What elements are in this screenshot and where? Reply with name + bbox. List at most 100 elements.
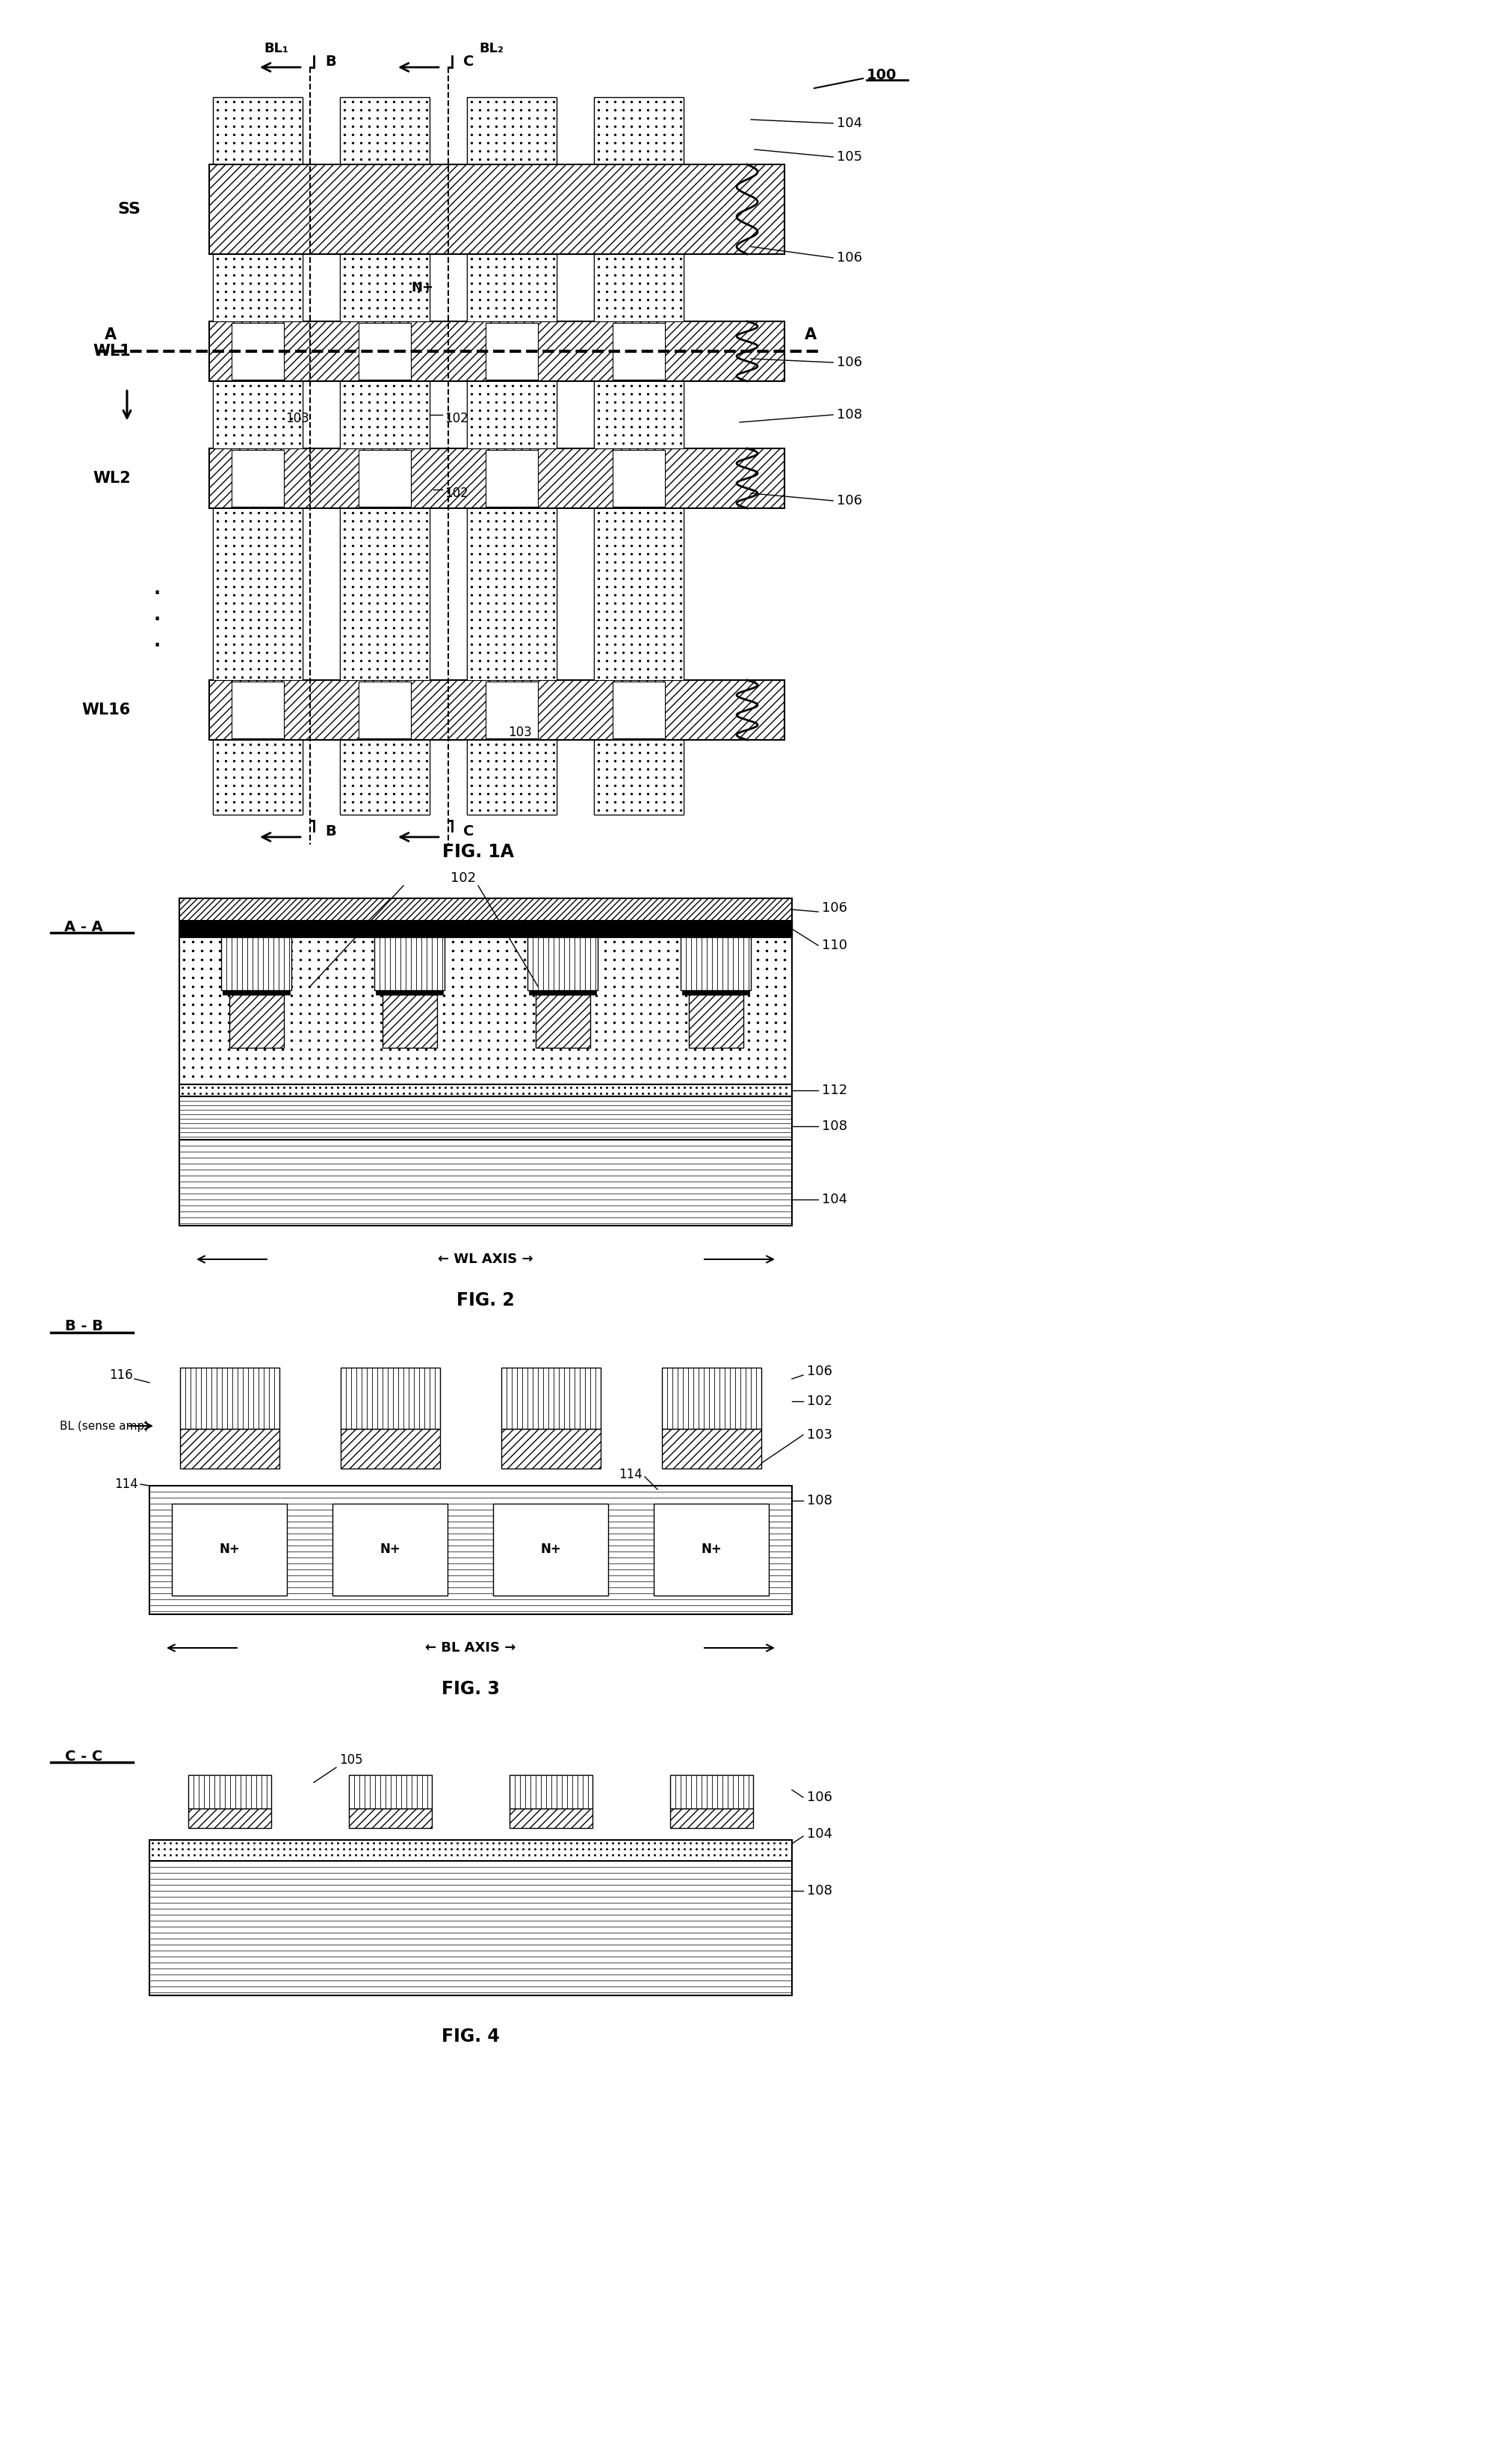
Bar — [188, 1809, 271, 1828]
Text: 104: 104 — [837, 116, 863, 131]
Text: 106: 106 — [807, 1791, 833, 1804]
Bar — [209, 165, 785, 254]
Bar — [501, 1429, 601, 1469]
Bar — [670, 1774, 753, 1809]
Text: 108: 108 — [807, 1493, 833, 1508]
Bar — [209, 680, 785, 739]
Bar — [172, 1503, 287, 1597]
Text: 105: 105 — [837, 150, 863, 163]
Text: 114: 114 — [619, 1469, 643, 1481]
Bar — [662, 1429, 761, 1469]
Bar — [486, 683, 538, 739]
Text: N+: N+ — [540, 1542, 561, 1557]
Text: ·: · — [152, 604, 161, 636]
Bar — [212, 254, 302, 320]
Bar — [594, 508, 683, 680]
Bar — [339, 254, 429, 320]
Text: A: A — [804, 328, 816, 342]
Bar — [348, 1774, 432, 1809]
Text: 108: 108 — [807, 1885, 833, 1897]
Text: N+: N+ — [411, 281, 434, 296]
Text: 102: 102 — [444, 411, 468, 426]
Bar — [150, 1860, 792, 1996]
Text: 108: 108 — [837, 409, 863, 421]
Bar — [339, 382, 429, 448]
Bar — [680, 931, 750, 991]
Bar — [179, 1084, 792, 1096]
Bar — [179, 1368, 280, 1429]
Text: 103: 103 — [508, 727, 532, 739]
Bar — [209, 320, 785, 382]
Bar — [179, 1429, 280, 1469]
Text: 104: 104 — [822, 1193, 848, 1207]
Bar — [179, 1141, 792, 1225]
Bar — [653, 1503, 768, 1597]
Text: N+: N+ — [218, 1542, 239, 1557]
Bar — [359, 451, 411, 508]
Bar — [188, 1774, 271, 1809]
Text: ← WL AXIS →: ← WL AXIS → — [438, 1252, 534, 1266]
Bar — [466, 739, 556, 816]
Bar — [223, 991, 290, 995]
Text: 104: 104 — [807, 1828, 833, 1841]
Text: B - B: B - B — [64, 1318, 103, 1333]
Text: 106: 106 — [822, 902, 848, 914]
Text: WL2: WL2 — [93, 471, 130, 485]
Bar — [466, 96, 556, 816]
Bar — [528, 931, 598, 991]
Bar — [594, 382, 683, 448]
Text: BL (sense amp): BL (sense amp) — [60, 1419, 150, 1432]
Text: 102: 102 — [807, 1395, 833, 1407]
Text: 103: 103 — [807, 1429, 833, 1441]
Bar — [179, 922, 792, 936]
Bar — [375, 991, 443, 995]
Bar — [179, 1096, 792, 1141]
Text: 112: 112 — [822, 1084, 848, 1096]
Bar — [466, 382, 556, 448]
Text: FIG. 2: FIG. 2 — [456, 1291, 514, 1308]
Text: 103: 103 — [286, 411, 309, 426]
Text: N+: N+ — [380, 1542, 401, 1557]
Text: 106: 106 — [837, 493, 863, 508]
Bar — [662, 1368, 761, 1429]
Text: FIG. 1A: FIG. 1A — [443, 843, 514, 860]
Text: B: B — [324, 823, 336, 838]
Bar — [212, 739, 302, 816]
Text: 116: 116 — [109, 1368, 133, 1382]
Bar — [339, 739, 429, 816]
Bar — [348, 1809, 432, 1828]
Bar — [229, 995, 284, 1047]
Text: 106: 106 — [837, 355, 863, 370]
Bar — [594, 739, 683, 816]
Bar — [613, 323, 665, 379]
Bar — [179, 899, 792, 922]
Bar — [486, 323, 538, 379]
Bar — [359, 683, 411, 739]
Bar — [493, 1503, 608, 1597]
Text: A: A — [105, 328, 117, 342]
Bar — [682, 991, 749, 995]
Bar — [339, 508, 429, 680]
Bar — [594, 254, 683, 320]
Text: 102: 102 — [444, 485, 468, 500]
Text: BL₂: BL₂ — [480, 42, 504, 54]
Text: C: C — [463, 54, 474, 69]
Bar — [232, 323, 284, 379]
Text: BL₁: BL₁ — [265, 42, 289, 54]
Bar — [341, 1429, 440, 1469]
Text: ← BL AXIS →: ← BL AXIS → — [426, 1641, 516, 1656]
Bar — [179, 919, 792, 1084]
Bar — [232, 683, 284, 739]
Bar — [689, 995, 743, 1047]
Bar — [212, 508, 302, 680]
Bar — [339, 96, 429, 816]
Text: 110: 110 — [822, 939, 848, 951]
Bar — [501, 1368, 601, 1429]
Bar — [535, 995, 591, 1047]
Text: WL1: WL1 — [93, 345, 130, 360]
Bar — [466, 254, 556, 320]
Bar — [529, 991, 597, 995]
Bar — [212, 96, 302, 816]
Bar — [332, 1503, 447, 1597]
Text: C: C — [463, 823, 474, 838]
